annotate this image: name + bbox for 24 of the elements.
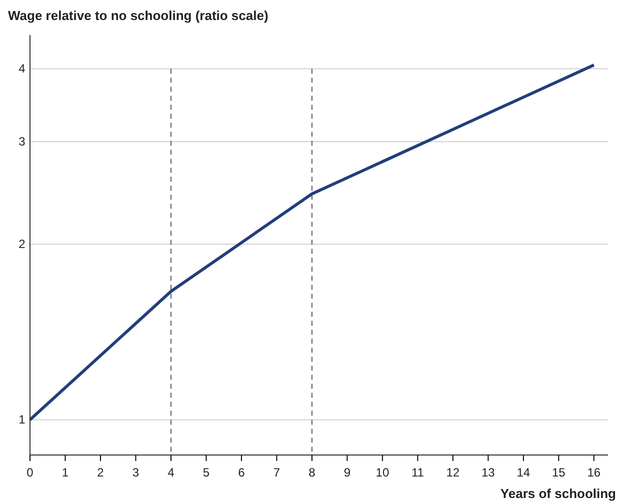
x-tick-label: 12 [446,466,460,480]
x-tick-label: 3 [132,466,140,480]
x-tick-label: 13 [481,466,496,480]
x-tick-label: 6 [238,466,246,480]
line-series [28,63,596,422]
x-tick-label: 5 [202,466,210,480]
x-tick-label: 15 [552,466,566,480]
y-tick-label: 3 [18,134,26,148]
x-tick-label: 16 [587,466,601,480]
x-tick-label: 4 [168,466,175,480]
y-tick-label: 2 [18,237,26,252]
y-tick-label: 1 [18,412,26,427]
x-tick-label: 8 [308,466,316,480]
y-axis-title: Wage relative to no schooling (ratio scale) [8,8,268,23]
y-tick-label: 4 [18,62,26,76]
x-tick-label: 11 [411,466,424,480]
x-tick-label: 7 [273,466,280,480]
x-tick-label: 10 [376,466,390,480]
x-axis-title: Years of schooling [500,486,616,501]
x-tick-label: 2 [97,466,104,480]
x-tick-label: 1 [62,466,69,480]
x-tick-label: 9 [344,466,351,480]
x-tick-label: 14 [516,466,530,480]
x-tick-label: 0 [26,466,34,480]
